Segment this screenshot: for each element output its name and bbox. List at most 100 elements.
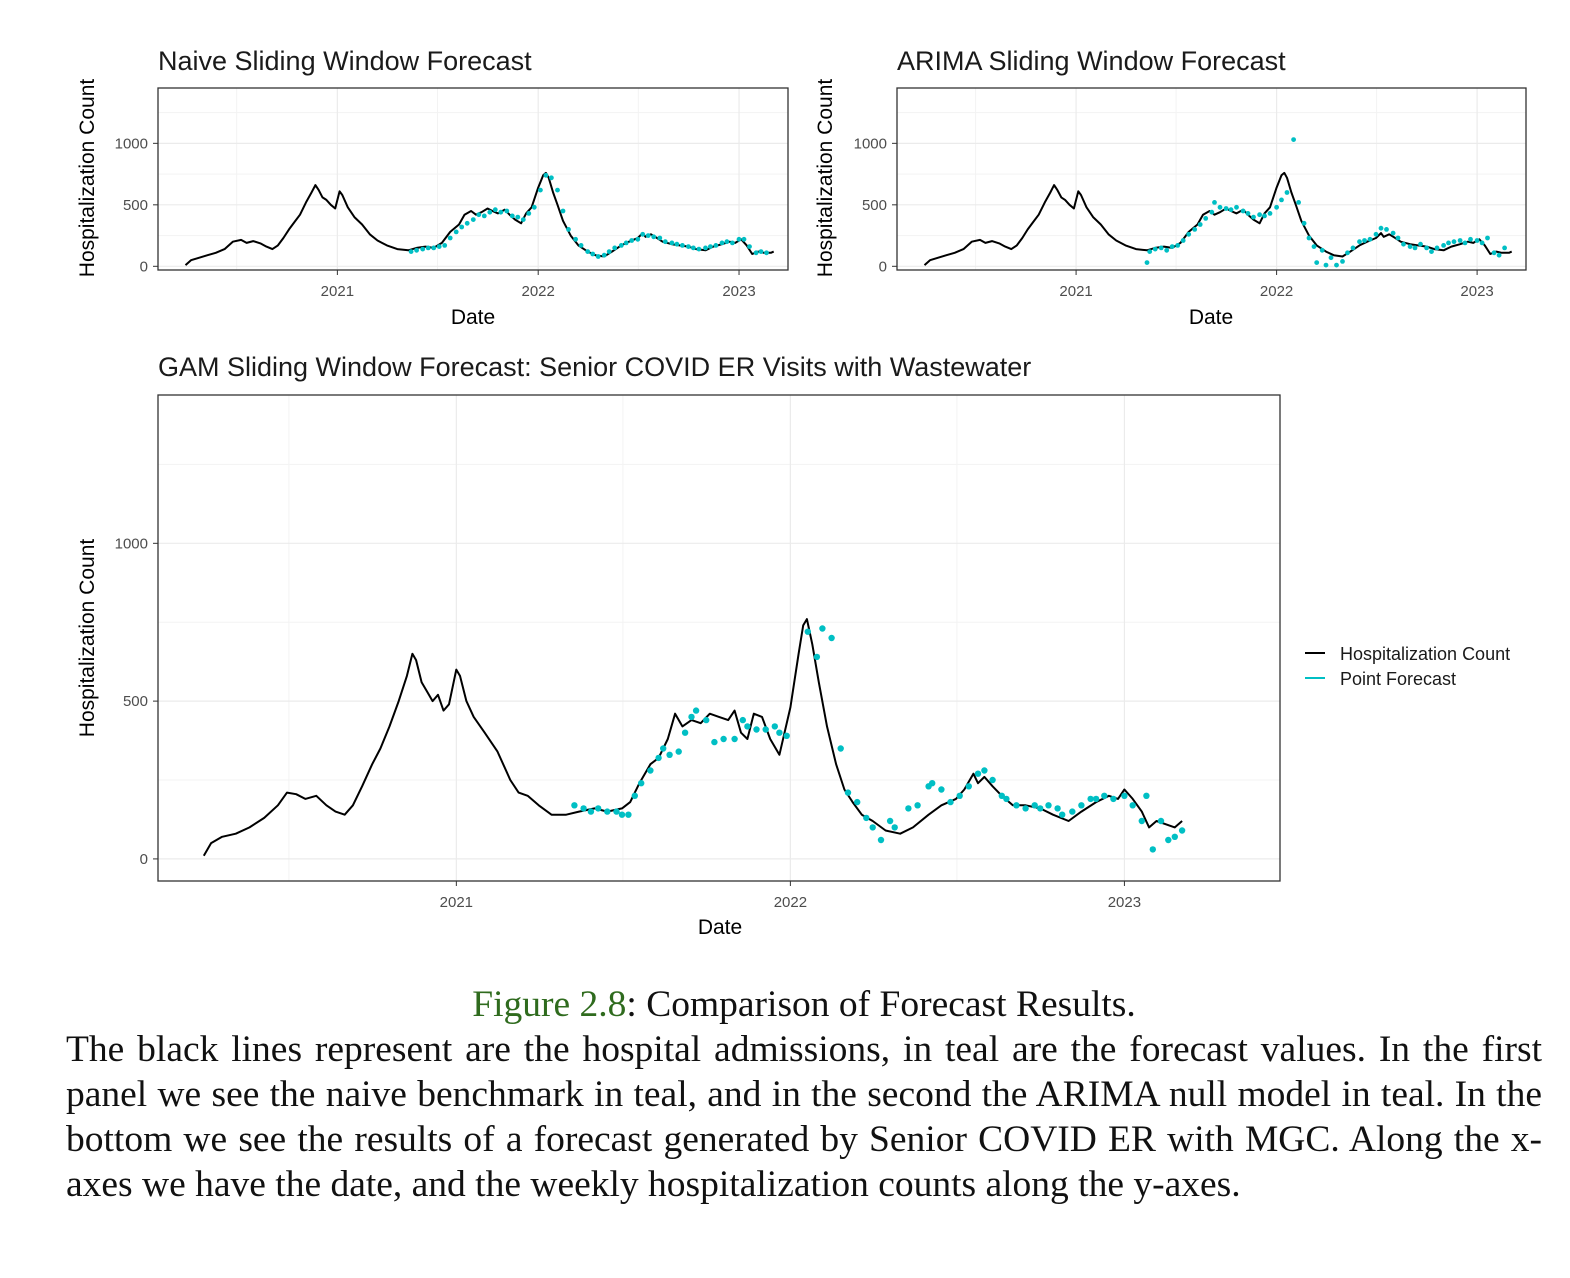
point-forecast-marker xyxy=(638,780,645,787)
point-forecast-marker xyxy=(938,786,945,793)
point-forecast-marker xyxy=(1059,811,1066,818)
point-forecast-marker xyxy=(1279,197,1284,203)
point-forecast-marker xyxy=(618,243,624,248)
point-forecast-marker xyxy=(1284,190,1290,195)
point-forecast-marker xyxy=(666,751,673,758)
point-forecast-marker xyxy=(863,814,870,822)
x-tick-label: 2022 xyxy=(774,894,807,911)
point-forecast-marker xyxy=(1418,241,1423,247)
point-forecast-marker xyxy=(647,767,654,774)
point-forecast-marker xyxy=(692,707,700,714)
point-forecast-marker xyxy=(543,172,549,178)
point-forecast-marker xyxy=(1157,817,1165,825)
point-forecast-marker xyxy=(1296,200,1301,205)
point-forecast-marker xyxy=(731,735,738,743)
point-forecast-marker xyxy=(1144,260,1150,265)
point-forecast-marker xyxy=(1078,802,1085,809)
point-forecast-marker xyxy=(680,243,685,248)
point-forecast-marker xyxy=(662,239,668,245)
point-forecast-marker xyxy=(708,244,713,250)
point-forecast-marker xyxy=(1022,805,1029,812)
point-forecast-marker xyxy=(669,240,675,246)
point-forecast-marker xyxy=(531,204,537,210)
point-forecast-marker xyxy=(595,254,601,259)
point-forecast-marker xyxy=(1340,259,1345,264)
y-axis-title: Hospitalization Count xyxy=(814,79,837,278)
point-forecast-marker xyxy=(504,208,510,214)
point-forecast-marker xyxy=(771,723,778,730)
point-forecast-marker xyxy=(1457,238,1463,243)
caption-label: Figure 2.8 xyxy=(472,984,627,1025)
point-forecast-marker xyxy=(804,628,811,635)
point-forecast-marker xyxy=(520,217,526,223)
point-forecast-marker xyxy=(1328,255,1334,261)
figure-caption: Figure 2.8: Comparison of Forecast Resul… xyxy=(66,982,1542,1207)
point-forecast-marker xyxy=(1069,808,1076,815)
point-forecast-marker xyxy=(573,236,578,242)
point-forecast-marker xyxy=(1209,209,1215,215)
point-forecast-marker xyxy=(753,726,760,733)
x-tick-label: 2021 xyxy=(440,894,473,911)
x-tick-label: 2021 xyxy=(1059,283,1092,300)
panel-background xyxy=(897,88,1526,270)
point-forecast-marker xyxy=(1003,795,1010,803)
caption-title: : Comparison of Forecast Results. xyxy=(626,984,1136,1025)
point-forecast-marker xyxy=(1314,260,1320,265)
point-forecast-marker xyxy=(526,211,532,216)
point-forecast-marker xyxy=(487,209,493,215)
point-forecast-marker xyxy=(1267,211,1273,216)
point-forecast-marker xyxy=(431,245,437,251)
panel-border xyxy=(157,394,1281,882)
point-forecast-marker xyxy=(640,231,646,237)
legend-label-forecast: Point Forecast xyxy=(1340,669,1456,689)
point-forecast-marker xyxy=(1164,247,1170,253)
point-forecast-marker xyxy=(1186,231,1192,237)
x-tick-label: 2023 xyxy=(1460,283,1493,300)
point-forecast-marker xyxy=(601,252,607,258)
point-forecast-marker xyxy=(571,802,578,809)
point-forecast-marker xyxy=(1301,220,1307,226)
y-tick-label: 500 xyxy=(862,197,887,214)
point-forecast-marker xyxy=(635,236,641,242)
point-forecast-marker xyxy=(998,792,1005,799)
point-forecast-marker xyxy=(1390,230,1396,236)
point-forecast-marker xyxy=(828,634,835,642)
point-forecast-marker xyxy=(1031,802,1038,809)
point-forecast-marker xyxy=(891,824,898,831)
point-forecast-marker xyxy=(1491,250,1497,256)
x-tick-label: 2022 xyxy=(1260,283,1293,300)
point-forecast-marker xyxy=(538,187,543,193)
point-forecast-marker xyxy=(1274,204,1279,210)
y-tick-label: 500 xyxy=(123,693,148,710)
y-tick-label: 1000 xyxy=(115,535,148,552)
point-forecast-marker xyxy=(1462,240,1468,246)
point-forecast-marker xyxy=(1362,238,1367,243)
point-forecast-marker xyxy=(436,244,442,250)
point-forecast-marker xyxy=(776,729,783,736)
point-forecast-marker xyxy=(1479,240,1485,246)
point-forecast-marker xyxy=(1306,235,1312,241)
point-forecast-marker xyxy=(476,212,482,218)
point-forecast-marker xyxy=(720,735,727,743)
point-forecast-marker xyxy=(1262,213,1267,219)
point-forecast-marker xyxy=(1345,250,1350,256)
point-forecast-marker xyxy=(1446,240,1451,246)
point-forecast-marker xyxy=(747,244,752,250)
point-forecast-marker xyxy=(764,250,769,256)
point-forecast-marker xyxy=(509,213,515,219)
point-forecast-marker xyxy=(1424,245,1429,251)
point-forecast-marker xyxy=(660,745,667,752)
point-forecast-marker xyxy=(1138,817,1146,825)
point-forecast-marker xyxy=(1129,802,1136,809)
point-forecast-marker xyxy=(905,805,912,812)
point-forecast-marker xyxy=(730,240,735,246)
arima-forecast-panel: ARIMA Sliding Window Forecast Hospitaliz… xyxy=(814,46,1527,329)
point-forecast-marker xyxy=(703,716,710,724)
point-forecast-marker xyxy=(625,811,632,818)
point-forecast-marker xyxy=(869,824,876,831)
point-forecast-marker xyxy=(1171,833,1179,840)
point-forecast-marker xyxy=(1054,805,1061,812)
x-tick-label: 2021 xyxy=(321,283,354,300)
point-forecast-marker xyxy=(560,208,566,214)
point-forecast-marker xyxy=(464,220,470,226)
